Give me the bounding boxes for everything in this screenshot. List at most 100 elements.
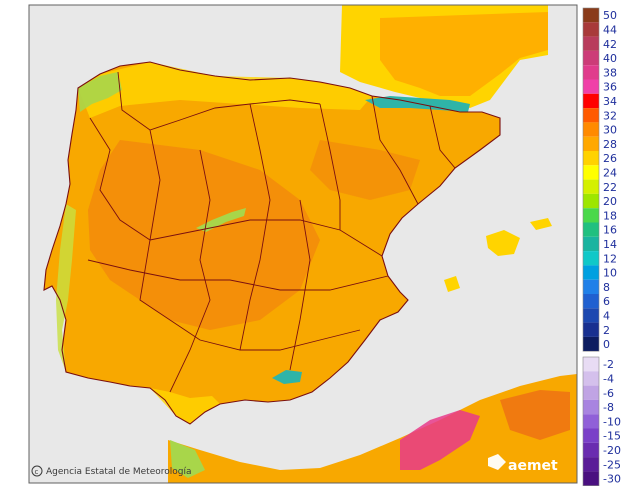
south-coast-mild xyxy=(150,388,220,424)
boundary-line xyxy=(139,129,361,351)
legend-swatch xyxy=(583,22,599,37)
legend-border xyxy=(582,7,600,352)
legend-label: 36 xyxy=(603,81,617,94)
legend-swatch xyxy=(583,336,599,352)
legend-swatch xyxy=(583,399,599,415)
boundary-line xyxy=(371,95,419,205)
central-system-cool xyxy=(196,208,246,232)
land-areas xyxy=(44,5,577,483)
credit-text: Agencia Estatal de Meteorología xyxy=(46,467,192,477)
legend-label: 26 xyxy=(603,152,617,165)
legend-swatch xyxy=(583,165,599,180)
legend-label: 8 xyxy=(603,281,610,294)
legend-label: 42 xyxy=(603,38,617,51)
ebro-warm-zone xyxy=(310,140,420,200)
legend-swatch xyxy=(583,322,599,337)
legend-swatch xyxy=(583,50,599,66)
legend-swatch xyxy=(583,8,599,23)
legend-label: 4 xyxy=(603,309,610,322)
legend-label: -25 xyxy=(603,458,621,471)
france-warm-strip xyxy=(380,12,548,96)
legend-label: 34 xyxy=(603,95,617,108)
aemet-logo-icon xyxy=(488,454,506,470)
legend-swatch xyxy=(583,428,599,443)
legend-border xyxy=(582,356,600,486)
legend-swatch xyxy=(583,79,599,94)
north-africa-land xyxy=(168,374,577,483)
legend-swatch xyxy=(583,308,599,323)
coastline xyxy=(43,61,501,425)
map-border xyxy=(28,4,578,484)
legend-swatch xyxy=(583,193,599,209)
legend-label: -15 xyxy=(603,430,621,443)
legend-label: -6 xyxy=(603,387,614,400)
west-coast-cool xyxy=(56,204,76,372)
ibiza xyxy=(444,276,460,292)
legend-swatch xyxy=(583,357,599,372)
legend-label: 40 xyxy=(603,52,617,65)
legend-swatch xyxy=(583,136,599,151)
legend-warm-scale: 5044424038363432302826242220181614121086… xyxy=(582,7,617,352)
legend-swatch xyxy=(583,179,599,194)
boundary-line xyxy=(239,103,271,351)
legend-swatch xyxy=(583,108,599,123)
north-coast-mild xyxy=(78,62,372,118)
boundary-line xyxy=(87,259,389,291)
legend-label: 24 xyxy=(603,166,617,179)
legend-swatch xyxy=(583,222,599,237)
legend-label: -20 xyxy=(603,444,621,457)
legend-swatch xyxy=(583,65,599,80)
legend-label: 0 xyxy=(603,338,610,351)
boundary-line xyxy=(319,103,341,230)
legend-label: 6 xyxy=(603,295,610,308)
legend-swatch xyxy=(583,442,599,458)
legend-label: -2 xyxy=(603,358,614,371)
legend-label: 38 xyxy=(603,66,617,79)
legend-swatch xyxy=(583,457,599,472)
legend-label: 28 xyxy=(603,138,617,151)
legend-label: -8 xyxy=(603,401,614,414)
legend-label: 20 xyxy=(603,195,617,208)
legend-label: -30 xyxy=(603,473,621,486)
legend-label: 14 xyxy=(603,238,617,251)
rif-cool xyxy=(170,440,205,478)
legend-swatch xyxy=(583,385,599,400)
legend-label: 2 xyxy=(603,324,610,337)
galicia-cool xyxy=(78,72,122,112)
legend-swatch xyxy=(583,208,599,223)
north-africa-hot xyxy=(400,410,480,470)
boundary-line xyxy=(117,71,321,131)
aemet-logo: aemet xyxy=(488,454,558,474)
boundary-line xyxy=(289,199,311,371)
legend-swatch xyxy=(583,151,599,166)
legend-swatch xyxy=(583,279,599,294)
legend-swatch xyxy=(583,251,599,266)
brand-text: aemet xyxy=(508,458,558,474)
legend-swatch xyxy=(583,36,599,51)
legend-label: 22 xyxy=(603,181,617,194)
legend-label: 18 xyxy=(603,209,617,222)
legend-label: 12 xyxy=(603,252,617,265)
legend-label: 50 xyxy=(603,9,617,22)
legend-swatch xyxy=(583,471,599,486)
mallorca xyxy=(486,230,520,256)
legend-label: -4 xyxy=(603,372,614,385)
legend-label: -10 xyxy=(603,415,621,428)
copyright-icon xyxy=(31,465,43,477)
boundary-line xyxy=(429,105,456,169)
copyright-glyph: c xyxy=(35,468,39,476)
legend-swatch xyxy=(583,236,599,252)
legend-label: 16 xyxy=(603,224,617,237)
legend-swatch xyxy=(583,414,599,429)
legend-label: 30 xyxy=(603,124,617,137)
menorca xyxy=(530,218,552,230)
sierra-nevada-cool xyxy=(272,370,302,384)
legend-label: 44 xyxy=(603,23,617,36)
legend-swatch xyxy=(583,265,599,280)
north-africa-warm xyxy=(500,390,570,440)
legend-label: 10 xyxy=(603,267,617,280)
legend-swatch xyxy=(583,122,599,137)
legend-label: 32 xyxy=(603,109,617,122)
legend-swatch xyxy=(583,371,599,386)
